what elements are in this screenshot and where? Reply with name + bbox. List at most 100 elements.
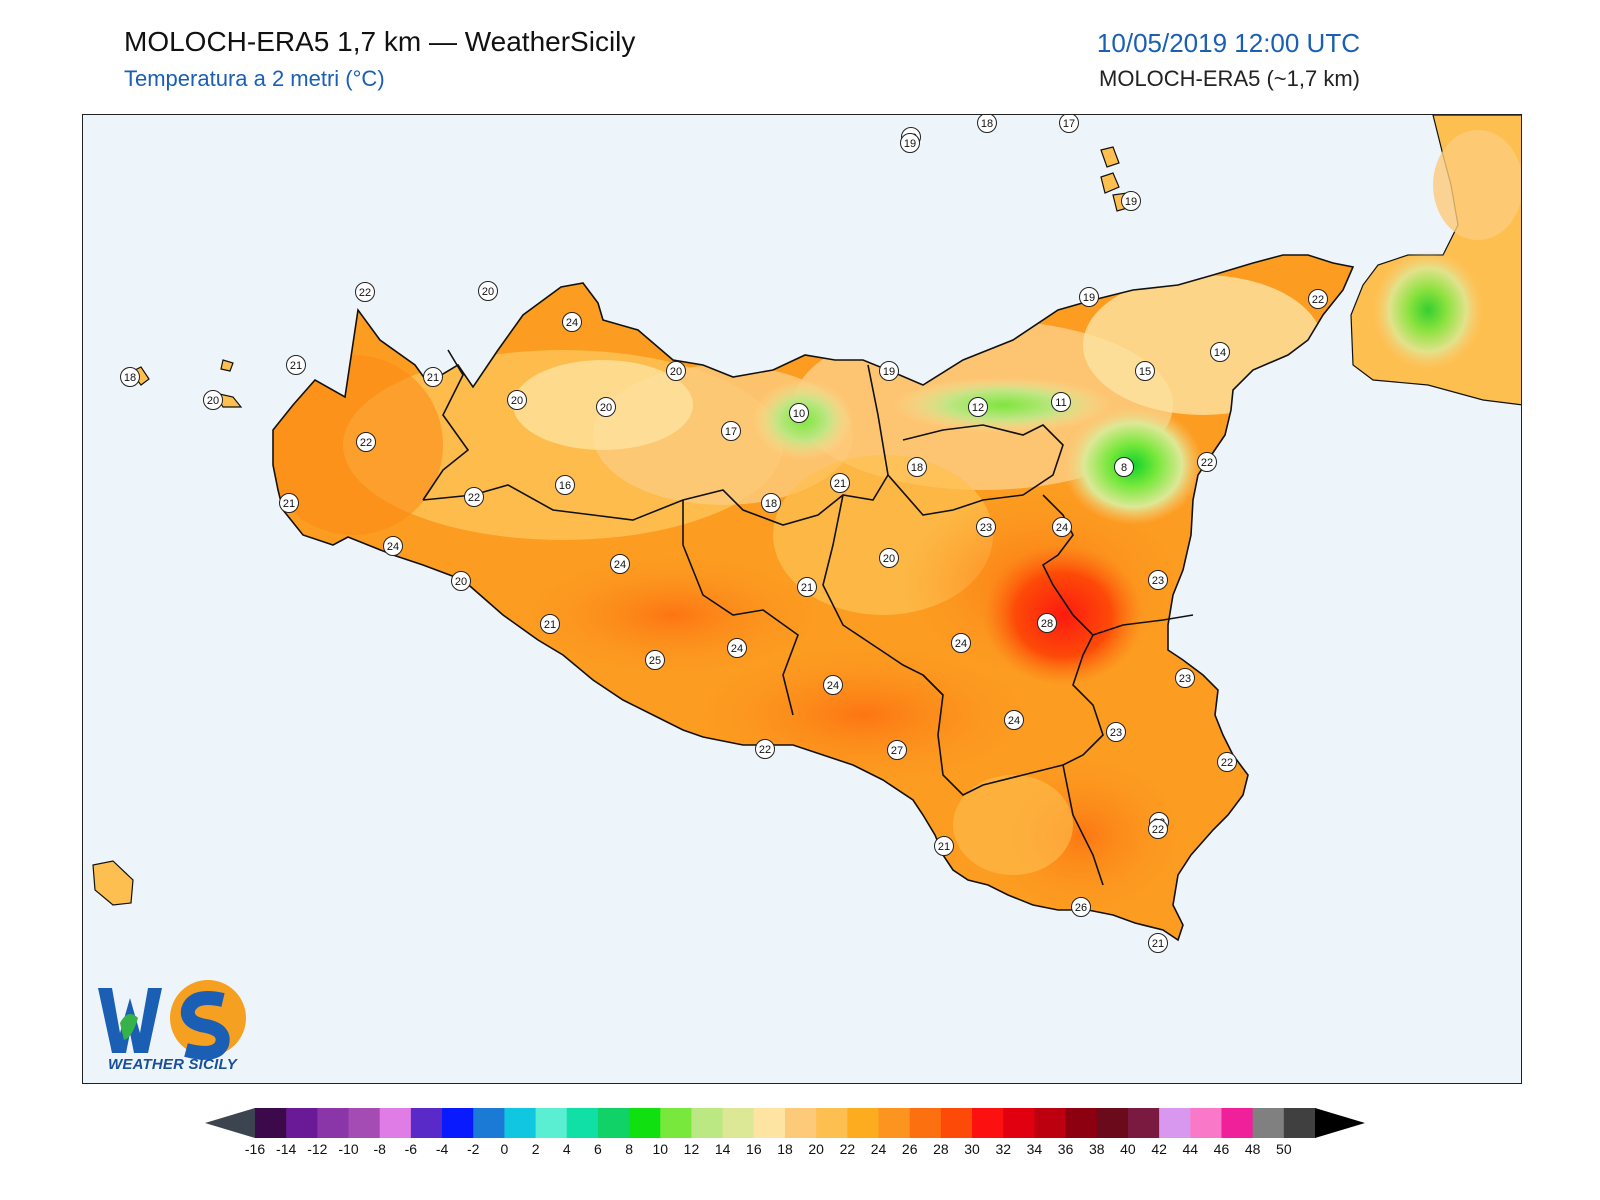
station-value: 20: [455, 576, 467, 588]
colorbar-tick-label: -4: [436, 1141, 449, 1157]
station-value: 10: [793, 408, 805, 420]
station-value: 19: [1125, 196, 1137, 208]
station-value: 20: [883, 553, 895, 565]
station-value: 24: [827, 680, 839, 692]
station-value: 17: [1063, 118, 1075, 130]
colorbar-tick-label: -12: [307, 1141, 327, 1157]
station-value: 24: [387, 541, 399, 553]
colorbar-tick-label: 12: [684, 1141, 700, 1157]
map-title: MOLOCH-ERA5 1,7 km — WeatherSicily: [124, 26, 636, 57]
station-marker: 22: [1148, 819, 1168, 839]
station-marker: 22: [1197, 452, 1217, 472]
station-value: 26: [1075, 902, 1087, 914]
station-value: 19: [904, 138, 916, 150]
station-marker: 20: [478, 281, 498, 301]
station-marker: 18: [907, 457, 927, 477]
colorbar-tick-label: -14: [276, 1141, 296, 1157]
sicily-coastline: [272, 254, 1355, 942]
station-marker: 19: [879, 361, 899, 381]
station-value: 15: [1139, 366, 1151, 378]
station-value: 20: [482, 286, 494, 298]
station-value: 12: [972, 402, 984, 414]
map-panel[interactable]: 22 20 24 21 21 18 20 20 20 22 20 16 21 22 24 20 21 24 25 24…: [82, 114, 1522, 1084]
station-value: 21: [801, 582, 813, 594]
colorbar-swatch: [442, 1108, 474, 1138]
station-value: 21: [427, 372, 439, 384]
station-value: 25: [649, 655, 661, 667]
colorbar-tick-label: -8: [373, 1141, 386, 1157]
station-value: 22: [1152, 824, 1164, 836]
station-value: 23: [1179, 673, 1191, 685]
colorbar-swatch: [816, 1108, 848, 1138]
station-value: 11: [1055, 397, 1066, 409]
station-marker: 24: [823, 675, 843, 695]
colorbar-swatch: [597, 1108, 630, 1138]
colorbar-tick-label: 46: [1214, 1141, 1230, 1157]
colorbar-tick-label: 22: [840, 1141, 856, 1157]
station-value: 21: [544, 619, 556, 631]
weathersicily-logo: [98, 980, 246, 1060]
colorbar-tick-label: 40: [1120, 1141, 1136, 1157]
station-value: 24: [731, 643, 743, 655]
station-marker: 23: [1148, 570, 1168, 590]
station-marker: 22: [1217, 752, 1237, 772]
colorbar-swatch: [504, 1108, 537, 1138]
station-marker: 25: [645, 650, 665, 670]
station-value: 17: [725, 426, 737, 438]
station-marker: 24: [610, 554, 630, 574]
station-marker: 28: [1037, 613, 1057, 633]
station-marker: 22: [356, 432, 376, 452]
station-marker: 21: [540, 614, 560, 634]
station-value: 23: [1152, 575, 1164, 587]
colorbar-max-arrow: [1315, 1108, 1365, 1138]
station-marker: 11: [1051, 392, 1071, 412]
colorbar-tick-label: 44: [1183, 1141, 1199, 1157]
colorbar-swatch: [785, 1108, 817, 1138]
station-marker: 24: [383, 536, 403, 556]
station-value: 27: [891, 745, 903, 757]
station-value: 20: [207, 395, 219, 407]
colorbar-min-arrow: [205, 1108, 255, 1138]
colorbar-tick-label: 20: [808, 1141, 824, 1157]
run-datetime: 10/05/2019 12:00 UTC: [1096, 28, 1360, 58]
colorbar-swatch: [878, 1108, 911, 1138]
station-value: 16: [559, 480, 571, 492]
station-marker: 24: [562, 312, 582, 332]
station-marker: 19: [1079, 287, 1099, 307]
colorbar-tick-label: 42: [1151, 1141, 1167, 1157]
station-value: 22: [468, 492, 480, 504]
colorbar-tick-label: 6: [594, 1141, 602, 1157]
colorbar-tick-label: 24: [871, 1141, 887, 1157]
station-marker: 21: [279, 493, 299, 513]
station-marker: 20: [596, 397, 616, 417]
colorbar-swatch: [535, 1108, 568, 1138]
colorbar-swatch: [847, 1108, 880, 1138]
station-value: 21: [283, 498, 295, 510]
station-value: 21: [834, 478, 846, 490]
station-marker: 24: [951, 633, 971, 653]
station-marker: 16: [555, 475, 575, 495]
station-marker: 20: [507, 390, 527, 410]
station-value: 22: [1201, 457, 1213, 469]
colorbar-tick-label: -10: [338, 1141, 358, 1157]
colorbar-swatch: [566, 1108, 599, 1138]
colorbar-swatch: [1221, 1108, 1254, 1138]
station-value: 22: [759, 744, 771, 756]
colorbar-swatch: [1096, 1108, 1129, 1138]
map-subtitle: Temperatura a 2 metri (°C): [124, 66, 385, 91]
colorbar-swatch: [1283, 1108, 1316, 1138]
station-value: 19: [1083, 292, 1095, 304]
colorbar-tick-label: -2: [467, 1141, 480, 1157]
station-value: 14: [1214, 347, 1226, 359]
station-marker: 21: [1148, 933, 1168, 953]
station-marker: 21: [830, 473, 850, 493]
station-value: 22: [359, 287, 371, 299]
station-marker: 18: [977, 115, 997, 133]
colorbar-swatch: [1003, 1108, 1035, 1138]
colorbar-tick-label: 8: [625, 1141, 633, 1157]
station-value: 18: [981, 118, 993, 130]
station-value: 22: [1221, 757, 1233, 769]
station-value: 21: [290, 360, 302, 372]
station-marker: 23: [1106, 722, 1126, 742]
station-marker: 22: [755, 739, 775, 759]
